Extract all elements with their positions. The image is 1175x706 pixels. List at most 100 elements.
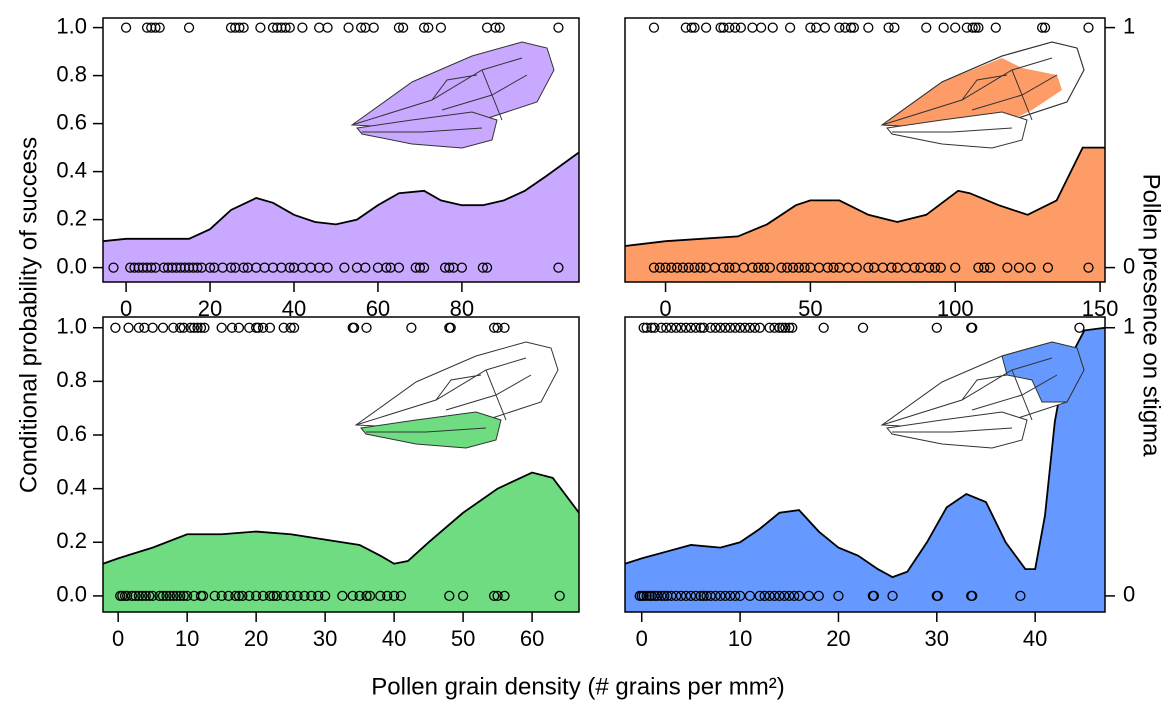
point: [979, 262, 990, 273]
point: [769, 590, 780, 602]
point: [360, 262, 371, 273]
point: [685, 322, 697, 333]
plot-frame: [102, 316, 580, 613]
point: [1074, 322, 1085, 333]
point: [784, 322, 795, 333]
point: [689, 22, 700, 33]
x-tick-label: 30: [313, 626, 337, 651]
x-tick-label: 30: [925, 626, 949, 651]
point: [813, 590, 824, 602]
point: [477, 262, 489, 273]
point: [343, 22, 354, 33]
point: [481, 22, 493, 33]
point: [857, 322, 869, 333]
point: [414, 262, 426, 273]
curve-line: [102, 151, 580, 243]
point: [700, 22, 712, 33]
point: [739, 322, 751, 333]
point: [834, 22, 845, 33]
y-axis-label: Conditional probability of success: [15, 137, 42, 493]
point: [354, 590, 365, 602]
curve-line: [102, 471, 580, 565]
point: [253, 322, 264, 333]
point: [1083, 22, 1094, 33]
x-tick-label: 20: [826, 626, 850, 651]
point: [724, 262, 735, 273]
point: [909, 262, 920, 273]
point: [178, 590, 189, 602]
point: [144, 590, 155, 602]
point: [666, 590, 677, 602]
point: [967, 590, 978, 602]
point: [225, 262, 237, 273]
point: [793, 590, 805, 602]
point: [238, 22, 249, 33]
point: [418, 22, 430, 33]
point: [689, 262, 700, 273]
point: [137, 590, 148, 602]
curve-line: [624, 326, 1106, 579]
point: [182, 590, 193, 602]
point: [715, 590, 726, 602]
point: [299, 590, 310, 602]
point: [803, 590, 815, 602]
point: [233, 590, 245, 602]
area: [625, 327, 1105, 612]
point: [744, 322, 756, 333]
y-tick-label: 0.8: [56, 367, 87, 392]
point: [292, 590, 303, 602]
point: [670, 590, 682, 602]
y-tick-label: 0.0: [56, 582, 87, 607]
point: [833, 590, 844, 602]
point: [767, 22, 778, 33]
point: [175, 322, 186, 333]
point: [1083, 262, 1094, 273]
point: [848, 22, 859, 33]
point: [686, 22, 697, 33]
point: [306, 590, 317, 602]
point: [553, 22, 564, 33]
x-tick-label: 50: [451, 626, 475, 651]
point: [710, 590, 721, 602]
point: [730, 322, 741, 333]
point: [725, 590, 736, 602]
point: [967, 22, 978, 33]
point: [168, 322, 179, 333]
point: [226, 322, 238, 333]
area: [103, 152, 579, 282]
point: [764, 322, 775, 333]
point: [364, 590, 376, 602]
point: [278, 590, 289, 602]
point: [388, 590, 400, 602]
point: [490, 22, 501, 33]
x-tick-label: 0: [112, 626, 124, 651]
point: [935, 262, 946, 273]
y2-tick-label: 1: [1123, 314, 1135, 339]
point: [197, 590, 209, 602]
point: [698, 590, 709, 602]
point: [237, 590, 248, 602]
point: [230, 590, 241, 602]
point: [641, 590, 652, 602]
point: [931, 322, 942, 333]
point: [268, 590, 279, 602]
x-tick-label: 60: [520, 626, 544, 651]
point: [488, 322, 500, 333]
point: [108, 262, 119, 273]
point: [710, 322, 721, 333]
point: [150, 22, 161, 33]
point: [690, 322, 701, 333]
point: [754, 322, 765, 333]
point: [133, 322, 145, 333]
point: [776, 262, 787, 273]
x-tick-label: 10: [728, 626, 752, 651]
point: [886, 262, 897, 273]
point: [264, 322, 276, 333]
y-tick-label: 0.2: [56, 528, 87, 553]
point: [811, 22, 822, 33]
point: [734, 590, 746, 602]
point: [845, 22, 857, 33]
point: [779, 590, 790, 602]
point: [889, 22, 900, 33]
point: [339, 262, 350, 273]
